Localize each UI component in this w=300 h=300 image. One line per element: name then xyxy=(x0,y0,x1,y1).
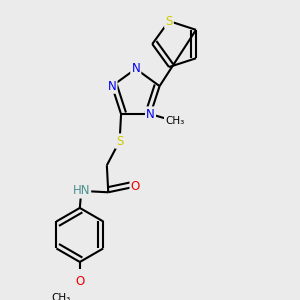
Text: S: S xyxy=(116,135,123,148)
Text: HN: HN xyxy=(73,184,90,197)
Text: CH₃: CH₃ xyxy=(52,292,71,300)
Text: O: O xyxy=(131,180,140,193)
Text: N: N xyxy=(108,80,116,93)
Text: S: S xyxy=(165,15,173,28)
Text: N: N xyxy=(131,62,140,75)
Text: O: O xyxy=(75,275,85,288)
Text: N: N xyxy=(146,108,155,121)
Text: CH₃: CH₃ xyxy=(165,116,184,126)
